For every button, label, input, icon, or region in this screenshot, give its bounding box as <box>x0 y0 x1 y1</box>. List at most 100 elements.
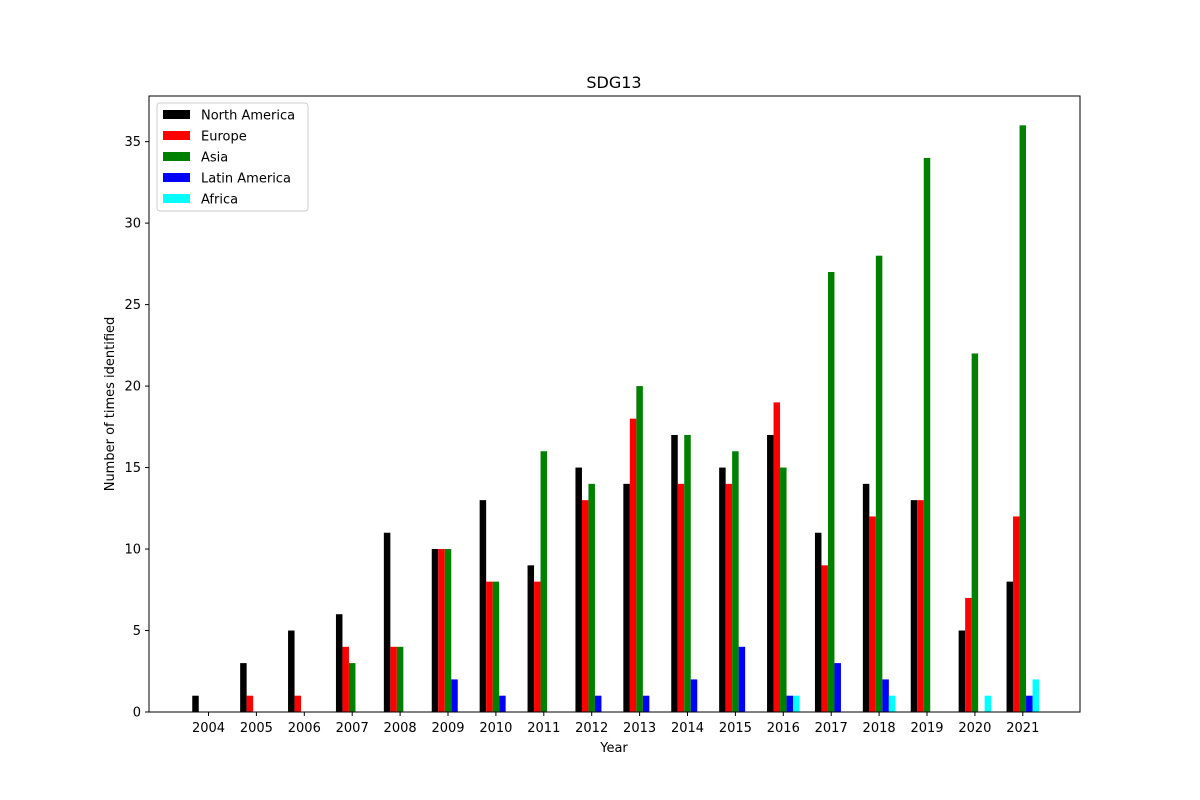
bar-north-america-2014 <box>671 434 678 712</box>
legend-label-asia: Asia <box>201 151 228 166</box>
y-tick-label: 10 <box>124 543 141 558</box>
bar-asia-2020 <box>971 353 979 712</box>
bar-north-america-2015 <box>719 467 726 712</box>
x-tick-label: 2019 <box>910 721 943 736</box>
y-tick-label: 0 <box>133 706 141 721</box>
y-tick-label: 15 <box>124 461 141 476</box>
x-tick-label: 2017 <box>815 721 848 736</box>
bar-north-america-2019 <box>910 500 918 712</box>
x-tick-label: 2007 <box>336 721 369 736</box>
bar-europe-2017 <box>821 565 828 712</box>
bar-africa-2020 <box>984 695 992 712</box>
bar-europe-2010 <box>486 581 493 712</box>
bar-europe-2011 <box>534 581 541 712</box>
y-tick-label: 30 <box>124 217 141 232</box>
legend-swatch-asia <box>163 152 190 161</box>
legend-swatch-africa <box>163 194 190 203</box>
x-tick-label: 2014 <box>671 721 704 736</box>
x-axis-ticks: 2004 2005 2006 2007 2008 2009 2010 2011 2012 2013… <box>192 712 1039 736</box>
bar-africa-2018 <box>888 695 896 712</box>
legend-label-north-america: North America <box>201 109 295 124</box>
bar-north-america-2011 <box>527 565 535 712</box>
bar-north-america-2006 <box>288 630 295 712</box>
x-tick-label: 2004 <box>192 721 225 736</box>
bar-europe-2014 <box>677 483 685 712</box>
x-tick-label: 2018 <box>863 721 896 736</box>
x-tick-label: 2013 <box>623 721 656 736</box>
x-tick-label: 2010 <box>479 721 512 736</box>
x-tick-label: 2020 <box>958 721 991 736</box>
legend-box <box>156 102 309 212</box>
bar-latin-america-2012 <box>594 695 602 712</box>
bar-europe-2019 <box>917 500 924 712</box>
bar-north-america-2009 <box>431 549 439 712</box>
y-tick-label: 20 <box>124 380 141 395</box>
legend-swatch-latin-america <box>163 173 190 182</box>
x-axis-label: Year <box>599 741 628 756</box>
bar-europe-2016 <box>773 402 781 712</box>
bar-europe-2020 <box>965 597 972 712</box>
legend-label-europe: Europe <box>201 130 247 145</box>
bar-north-america-2020 <box>958 630 966 712</box>
bar-asia-2009 <box>444 549 452 712</box>
bar-latin-america-2021 <box>1026 695 1033 712</box>
y-axis-ticks: 0 5 10 15 20 25 30 35 <box>124 135 149 721</box>
bar-north-america-2012 <box>575 467 582 712</box>
bar-asia-2012 <box>588 483 595 712</box>
y-tick-label: 35 <box>124 135 141 150</box>
x-tick-label: 2006 <box>288 721 321 736</box>
bar-north-america-2010 <box>479 500 487 712</box>
legend-swatch-europe <box>163 131 190 140</box>
bar-north-america-2021 <box>1006 581 1014 712</box>
bar-europe-2006 <box>294 695 302 712</box>
y-tick-label: 5 <box>133 624 141 639</box>
bar-latin-america-2014 <box>690 679 698 712</box>
bar-europe-2007 <box>342 646 349 712</box>
bar-north-america-2008 <box>383 532 391 712</box>
bar-north-america-2018 <box>862 483 870 712</box>
plot-frame <box>148 95 1081 713</box>
bar-latin-america-2015 <box>738 646 746 712</box>
bar-europe-2012 <box>581 500 589 712</box>
bar-asia-2017 <box>827 272 835 712</box>
bar-africa-2021 <box>1032 679 1040 712</box>
x-tick-label: 2021 <box>1006 721 1039 736</box>
y-axis-label: Number of times identified <box>103 317 118 492</box>
x-tick-label: 2008 <box>384 721 417 736</box>
bar-europe-2013 <box>629 418 637 712</box>
bar-asia-2019 <box>923 157 931 712</box>
legend-label-latin-america: Latin America <box>201 172 291 187</box>
chart-title: SDG13 <box>586 73 641 92</box>
bar-latin-america-2009 <box>451 679 458 712</box>
bar-asia-2016 <box>780 467 787 712</box>
x-tick-label: 2009 <box>431 721 464 736</box>
bar-europe-2021 <box>1013 516 1020 712</box>
bar-asia-2011 <box>540 451 548 712</box>
x-tick-label: 2011 <box>527 721 560 736</box>
x-tick-label: 2015 <box>719 721 752 736</box>
x-tick-label: 2012 <box>575 721 608 736</box>
bar-asia-2007 <box>348 663 356 712</box>
bar-asia-2015 <box>732 451 739 712</box>
bar-latin-america-2010 <box>499 695 506 712</box>
legend: North America Europe Asia Latin America Afri… <box>156 102 309 212</box>
bar-north-america-2017 <box>814 532 822 712</box>
bar-europe-2009 <box>438 549 445 712</box>
bar-latin-america-2017 <box>834 663 841 712</box>
bar-asia-2008 <box>396 646 404 712</box>
bar-north-america-2016 <box>767 434 774 712</box>
bar-europe-2018 <box>869 516 876 712</box>
bars-group <box>192 125 1040 712</box>
bar-north-america-2013 <box>623 483 630 712</box>
bar-asia-2021 <box>1019 125 1027 712</box>
bar-asia-2014 <box>684 434 691 712</box>
x-tick-label: 2005 <box>240 721 273 736</box>
bar-north-america-2007 <box>335 614 343 712</box>
bar-latin-america-2018 <box>882 679 889 712</box>
bar-latin-america-2016 <box>786 695 794 712</box>
bar-europe-2008 <box>390 646 397 712</box>
bar-asia-2010 <box>492 581 500 712</box>
bar-north-america-2004 <box>192 695 199 712</box>
